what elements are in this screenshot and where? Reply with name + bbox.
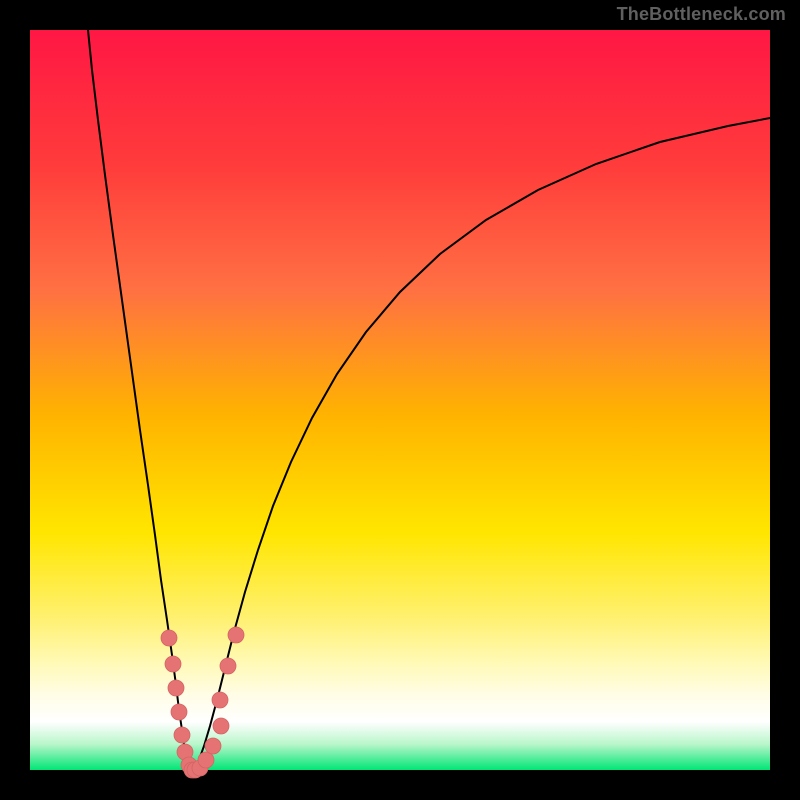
gradient-background — [30, 30, 770, 770]
chart-canvas — [0, 0, 800, 800]
data-marker — [213, 718, 229, 734]
data-marker — [220, 658, 236, 674]
data-marker — [165, 656, 181, 672]
data-marker — [205, 738, 221, 754]
data-marker — [168, 680, 184, 696]
data-marker — [161, 630, 177, 646]
bottleneck-chart: TheBottleneck.com — [0, 0, 800, 800]
data-marker — [212, 692, 228, 708]
watermark-text: TheBottleneck.com — [617, 4, 786, 25]
data-marker — [174, 727, 190, 743]
data-marker — [171, 704, 187, 720]
data-marker — [198, 752, 214, 768]
data-marker — [228, 627, 244, 643]
